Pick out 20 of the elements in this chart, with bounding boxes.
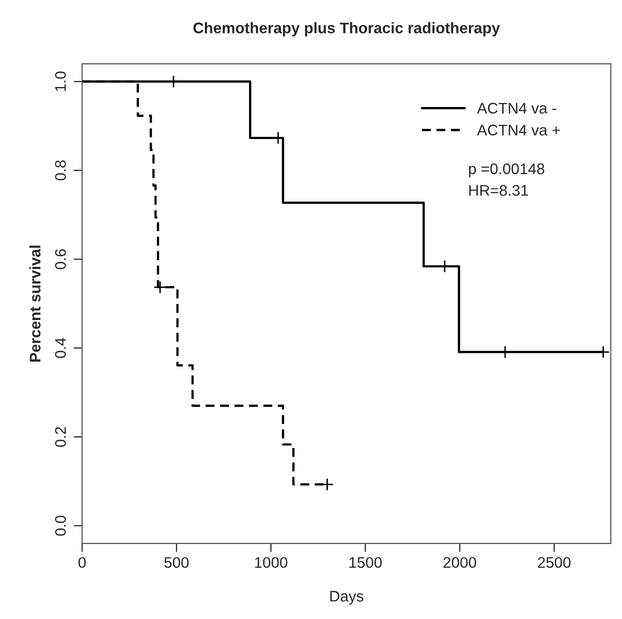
annotation: HR=8.31 [469,185,528,196]
x-tick-label: 500 [164,557,189,568]
y-tick-label: 0.8 [55,160,66,180]
y-axis-title: Percent survival [29,246,41,362]
y-tick-label: 0.6 [55,249,66,270]
point [154,280,167,294]
y-tick-label: 0.2 [55,427,66,447]
legend-label: ACTN4 va - [477,102,556,114]
x-axis-title: Days [330,590,364,605]
x-tick-label: 1500 [350,557,382,568]
annotation: p =0.00148 [469,163,544,178]
x-tick-label: 1000 [255,557,288,568]
y-tick-label: 1.0 [55,72,66,91]
x-tick-label: 0 [78,557,86,568]
x-tick-label: 2500 [538,557,571,568]
x-tick-label: 2000 [444,557,476,568]
chart-title: Chemotherapy plus Thoracic radiotherapy [193,22,500,36]
y-tick-label: 0.0 [55,516,66,536]
y-tick-label: 0.4 [55,338,66,358]
legend-label: ACTN4 va + [477,124,560,136]
